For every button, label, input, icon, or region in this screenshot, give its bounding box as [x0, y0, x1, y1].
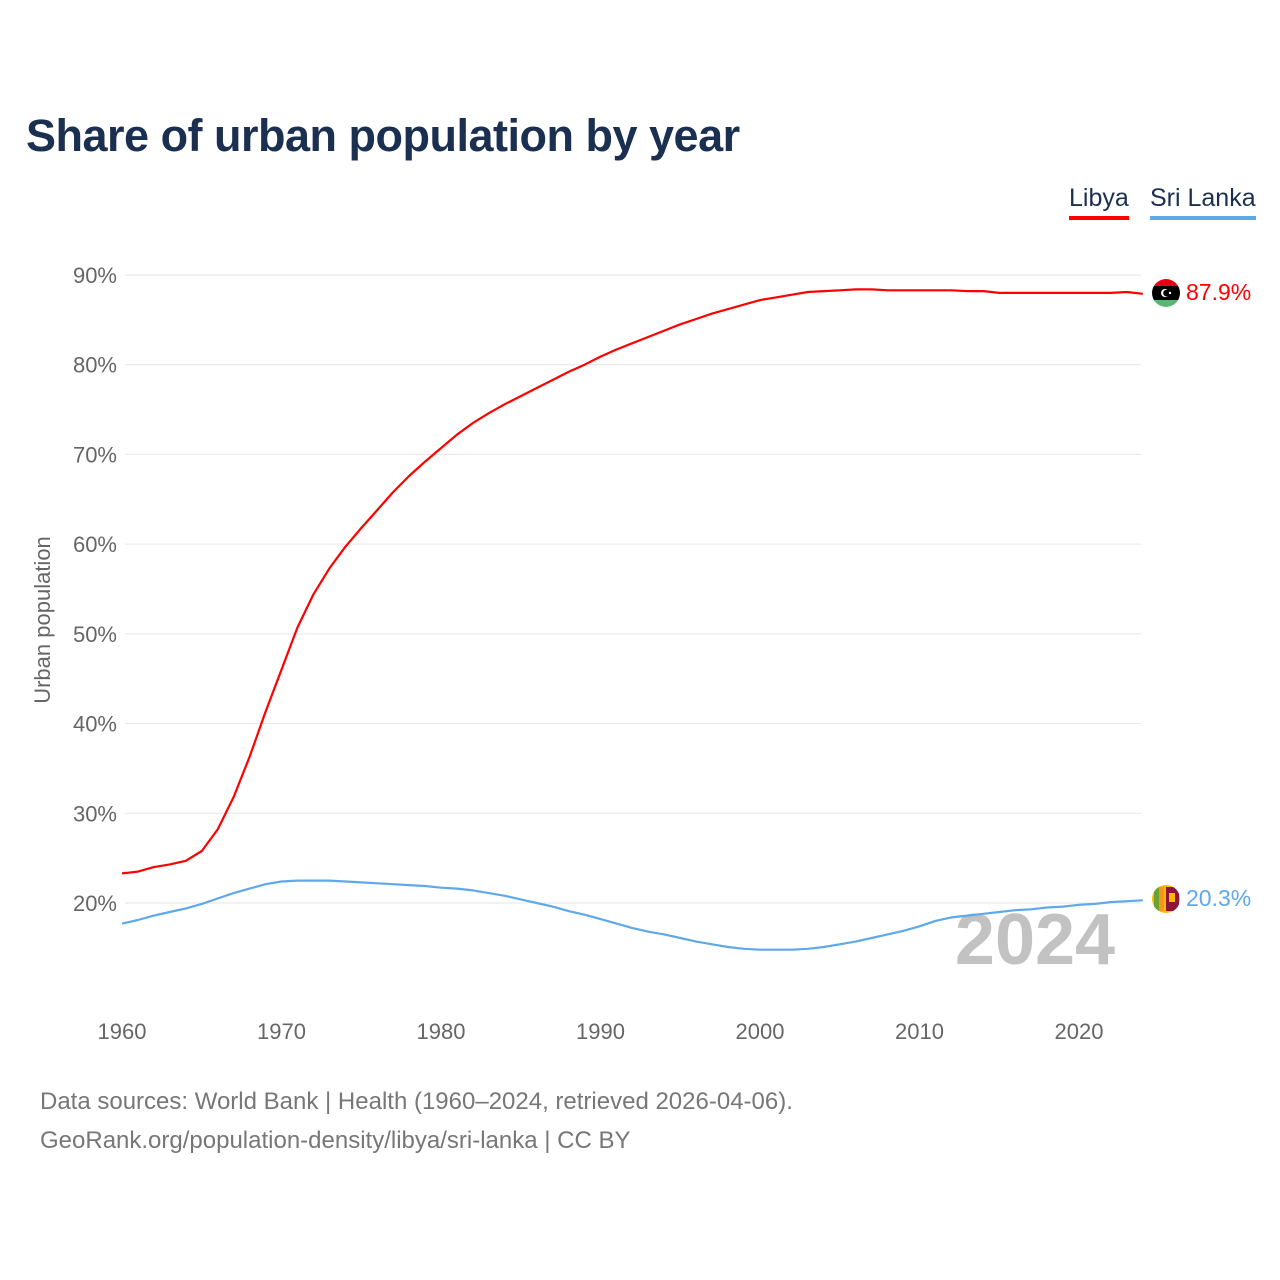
series-line-sri-lanka — [121, 879, 1143, 951]
y-tick-label: 60% — [73, 532, 117, 557]
legend-item-libya[interactable]: Libya — [1069, 184, 1129, 222]
footer-link[interactable]: GeoRank.org/population-density/libya/sri… — [40, 1127, 631, 1154]
legend-swatch — [1069, 216, 1129, 220]
y-tick-label: 70% — [73, 442, 117, 467]
year-watermark: 2024 — [955, 900, 1115, 980]
y-tick-label: 90% — [73, 263, 117, 288]
y-tick-label: 80% — [73, 353, 117, 378]
sri-lanka-end-label: 20.3% — [1186, 885, 1251, 911]
x-tick-label: 1980 — [417, 1019, 466, 1044]
x-tick-label: 2010 — [895, 1019, 944, 1044]
libya-end-label: 87.9% — [1186, 279, 1251, 305]
legend-label: Libya — [1069, 184, 1129, 212]
x-tick-label: 2020 — [1055, 1019, 1104, 1044]
y-tick-label: 50% — [73, 622, 117, 647]
sri-lanka-flag-icon — [1152, 885, 1180, 913]
y-tick-label: 40% — [73, 712, 117, 737]
series-line-libya — [121, 288, 1143, 875]
y-tick-label: 30% — [73, 801, 117, 826]
y-tick-label: 20% — [73, 891, 117, 916]
x-tick-label: 1990 — [576, 1019, 625, 1044]
chart-title: Share of urban population by year — [26, 110, 740, 161]
y-axis-title: Urban population — [30, 536, 55, 704]
footer-sources: Data sources: World Bank | Health (1960–… — [40, 1088, 793, 1115]
x-tick-label: 1970 — [257, 1019, 306, 1044]
x-tick-label: 2000 — [736, 1019, 785, 1044]
legend-label: Sri Lanka — [1150, 184, 1256, 212]
x-tick-label: 1960 — [98, 1019, 147, 1044]
legend-swatch — [1150, 216, 1256, 220]
libya-flag-icon — [1152, 279, 1180, 307]
legend-item-sri-lanka[interactable]: Sri Lanka — [1150, 184, 1256, 222]
